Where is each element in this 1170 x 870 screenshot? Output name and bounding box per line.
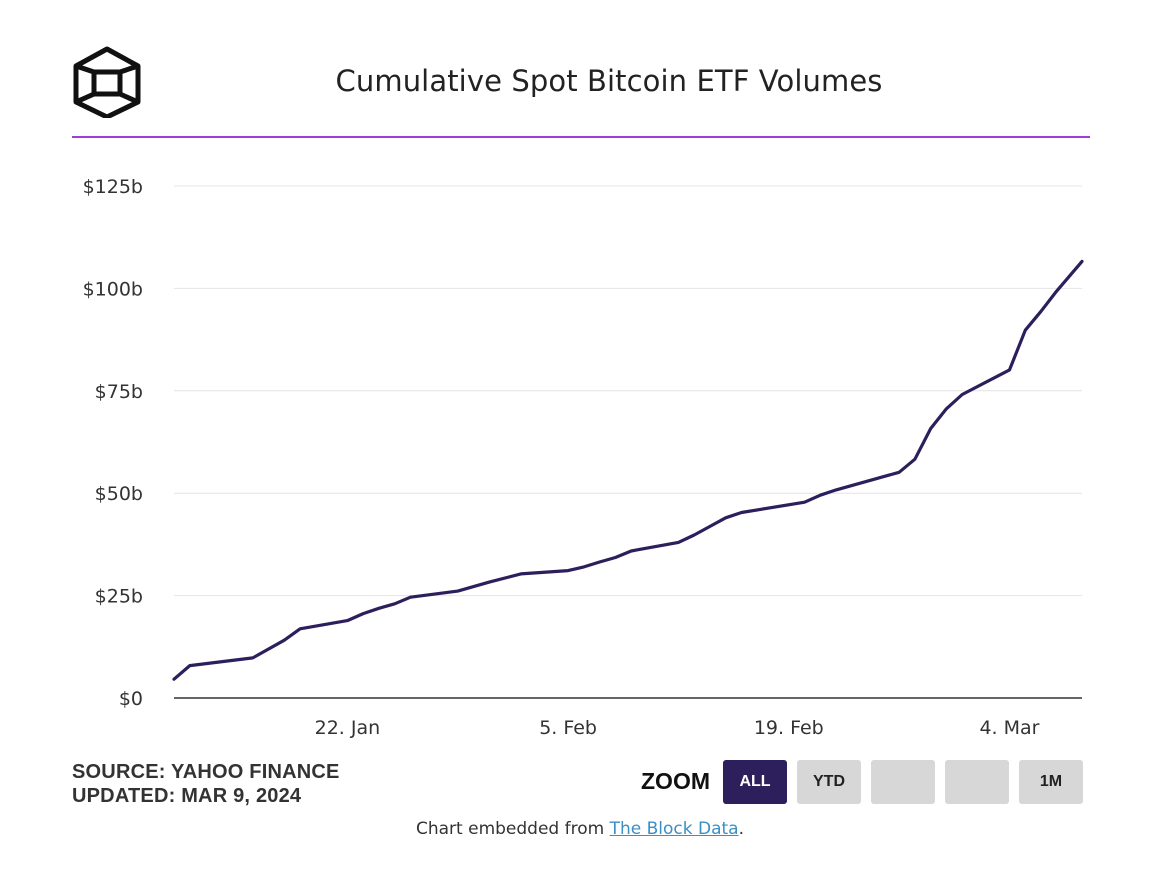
series-line — [172, 259, 1084, 681]
y-tick-label: $125b — [83, 176, 143, 198]
chart-title: Cumulative Spot Bitcoin ETF Volumes — [335, 64, 883, 98]
the-block-data-link[interactable]: The Block Data — [609, 819, 739, 839]
x-tick-label: 4. Mar — [979, 717, 1039, 739]
x-tick-label: 19. Feb — [754, 717, 824, 739]
source-label: SOURCE: YAHOO FINANCE — [72, 761, 340, 783]
y-tick-label: $0 — [119, 688, 143, 710]
y-tick-label: $25b — [95, 586, 143, 608]
gridlines — [174, 185, 1082, 597]
zoom-blank-button-1[interactable] — [871, 760, 935, 804]
updated-label: UPDATED: MAR 9, 2024 — [72, 785, 302, 807]
x-tick-label: 22. Jan — [315, 717, 381, 739]
footer-prefix: Chart embedded from — [416, 819, 610, 839]
source-info: SOURCE: YAHOO FINANCE UPDATED: MAR 9, 20… — [72, 760, 340, 808]
embed-footer: Chart embedded from The Block Data. — [0, 819, 1160, 839]
x-tick-label: 5. Feb — [539, 717, 597, 739]
the-block-cube-logo-icon — [72, 46, 142, 120]
y-tick-label: $75b — [95, 381, 143, 403]
y-tick-label: $100b — [83, 278, 143, 300]
series-layer — [172, 259, 1084, 681]
zoom-ytd-button[interactable]: YTD — [797, 760, 861, 804]
y-axis: $0 $25b $50b $75b $100b $125b — [83, 176, 143, 710]
footer-suffix: . — [738, 819, 744, 839]
zoom-1m-button[interactable]: 1M — [1019, 760, 1083, 804]
zoom-all-button[interactable]: ALL — [723, 760, 787, 804]
x-axis: 22. Jan 5. Feb 19. Feb 4. Mar — [174, 697, 1082, 739]
header-divider — [72, 136, 1090, 138]
zoom-label: ZOOM — [641, 768, 710, 794]
y-tick-label: $50b — [95, 483, 143, 505]
zoom-blank-button-2[interactable] — [945, 760, 1009, 804]
